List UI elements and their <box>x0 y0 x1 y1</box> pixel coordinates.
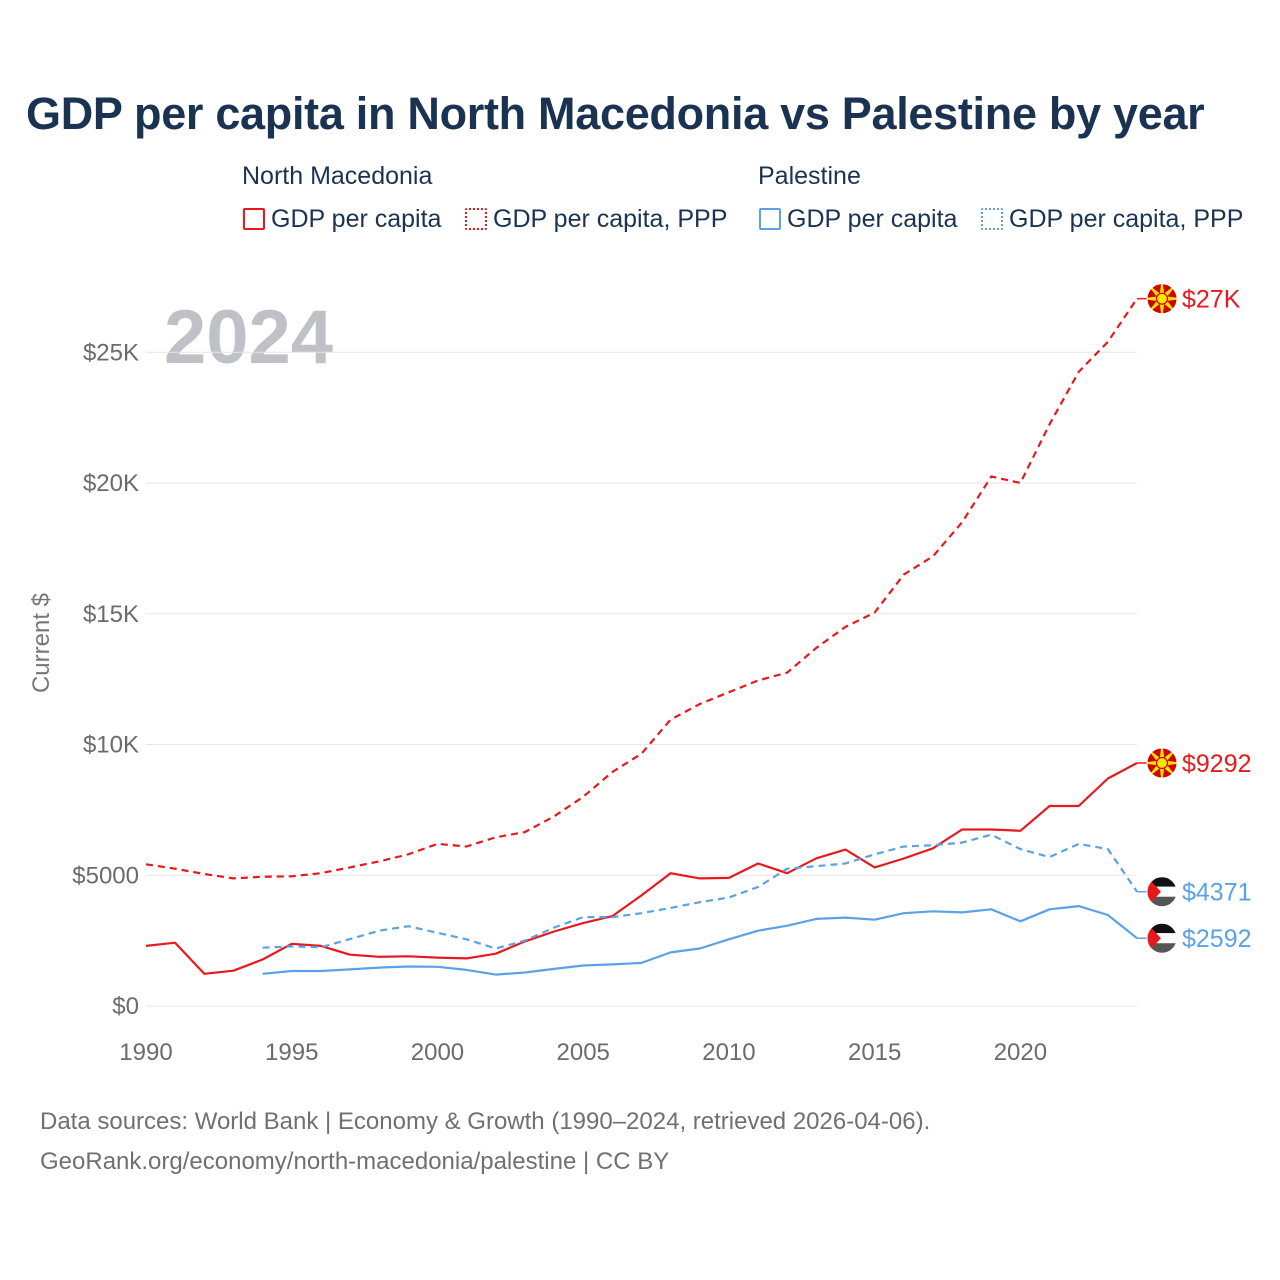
x-tick-label: 1990 <box>119 1039 172 1066</box>
legend-group-palestine: Palestine <box>758 162 861 190</box>
series-layer <box>145 298 1138 976</box>
legend-item-north-macedonia-gdp-ppp[interactable]: GDP per capita, PPP <box>465 203 727 235</box>
y-tick-label: $20K <box>83 470 139 497</box>
series-line <box>262 833 1138 950</box>
series-line <box>145 298 1138 880</box>
legend-item-palestine-gdp-ppp[interactable]: GDP per capita, PPP <box>981 203 1243 235</box>
dashed-line-swatch-icon <box>981 208 1003 230</box>
chart-title: GDP per capita in North Macedonia vs Pal… <box>26 88 1205 139</box>
dashed-line-swatch-icon <box>465 208 487 230</box>
x-axis-ticks: 1990 1995 2000 2005 2010 2015 2020 <box>119 1039 1047 1066</box>
legend-label: GDP per capita, PPP <box>493 204 728 233</box>
x-tick-label: 2015 <box>848 1039 901 1066</box>
end-labels: $27K $9292 $4371 $2592 <box>1137 283 1252 954</box>
end-value-label: $2592 <box>1182 925 1252 953</box>
end-value-label: $9292 <box>1182 750 1252 778</box>
legend-label: GDP per capita <box>271 204 442 233</box>
credit-line: GeoRank.org/economy/north-macedonia/pale… <box>40 1148 670 1175</box>
north-macedonia-flag-icon <box>1146 283 1178 315</box>
x-tick-label: 2000 <box>411 1039 464 1066</box>
grid-layer <box>146 351 1137 1007</box>
end-value-label: $4371 <box>1182 879 1252 907</box>
year-watermark: 2024 <box>164 295 334 380</box>
y-tick-label: $10K <box>83 732 139 759</box>
x-tick-label: 2020 <box>994 1039 1047 1066</box>
legend-group-north-macedonia: North Macedonia <box>242 162 433 190</box>
y-tick-label: $25K <box>83 339 139 366</box>
legend-item-north-macedonia-gdp[interactable]: GDP per capita <box>243 203 441 235</box>
end-value-label: $27K <box>1182 286 1241 314</box>
series-line <box>262 905 1138 976</box>
y-tick-label: $15K <box>83 601 139 628</box>
north-macedonia-flag-icon <box>1146 747 1178 779</box>
solid-line-swatch-icon <box>243 208 265 230</box>
palestine-flag-icon <box>1146 922 1178 954</box>
x-tick-label: 2010 <box>702 1039 755 1066</box>
y-axis-ticks: $0 $5000 $10K $15K $20K $25K <box>72 339 139 1020</box>
x-tick-label: 2005 <box>557 1039 610 1066</box>
data-source-note: Data sources: World Bank | Economy & Gro… <box>40 1108 931 1135</box>
legend-label: GDP per capita <box>787 204 958 233</box>
y-tick-label: $0 <box>112 993 139 1020</box>
solid-line-swatch-icon <box>759 208 781 230</box>
palestine-flag-icon <box>1146 876 1178 908</box>
series-line <box>145 762 1138 975</box>
x-tick-label: 1995 <box>265 1039 318 1066</box>
legend-label: GDP per capita, PPP <box>1009 204 1244 233</box>
y-tick-label: $5000 <box>72 862 139 889</box>
legend-item-palestine-gdp[interactable]: GDP per capita <box>759 203 957 235</box>
